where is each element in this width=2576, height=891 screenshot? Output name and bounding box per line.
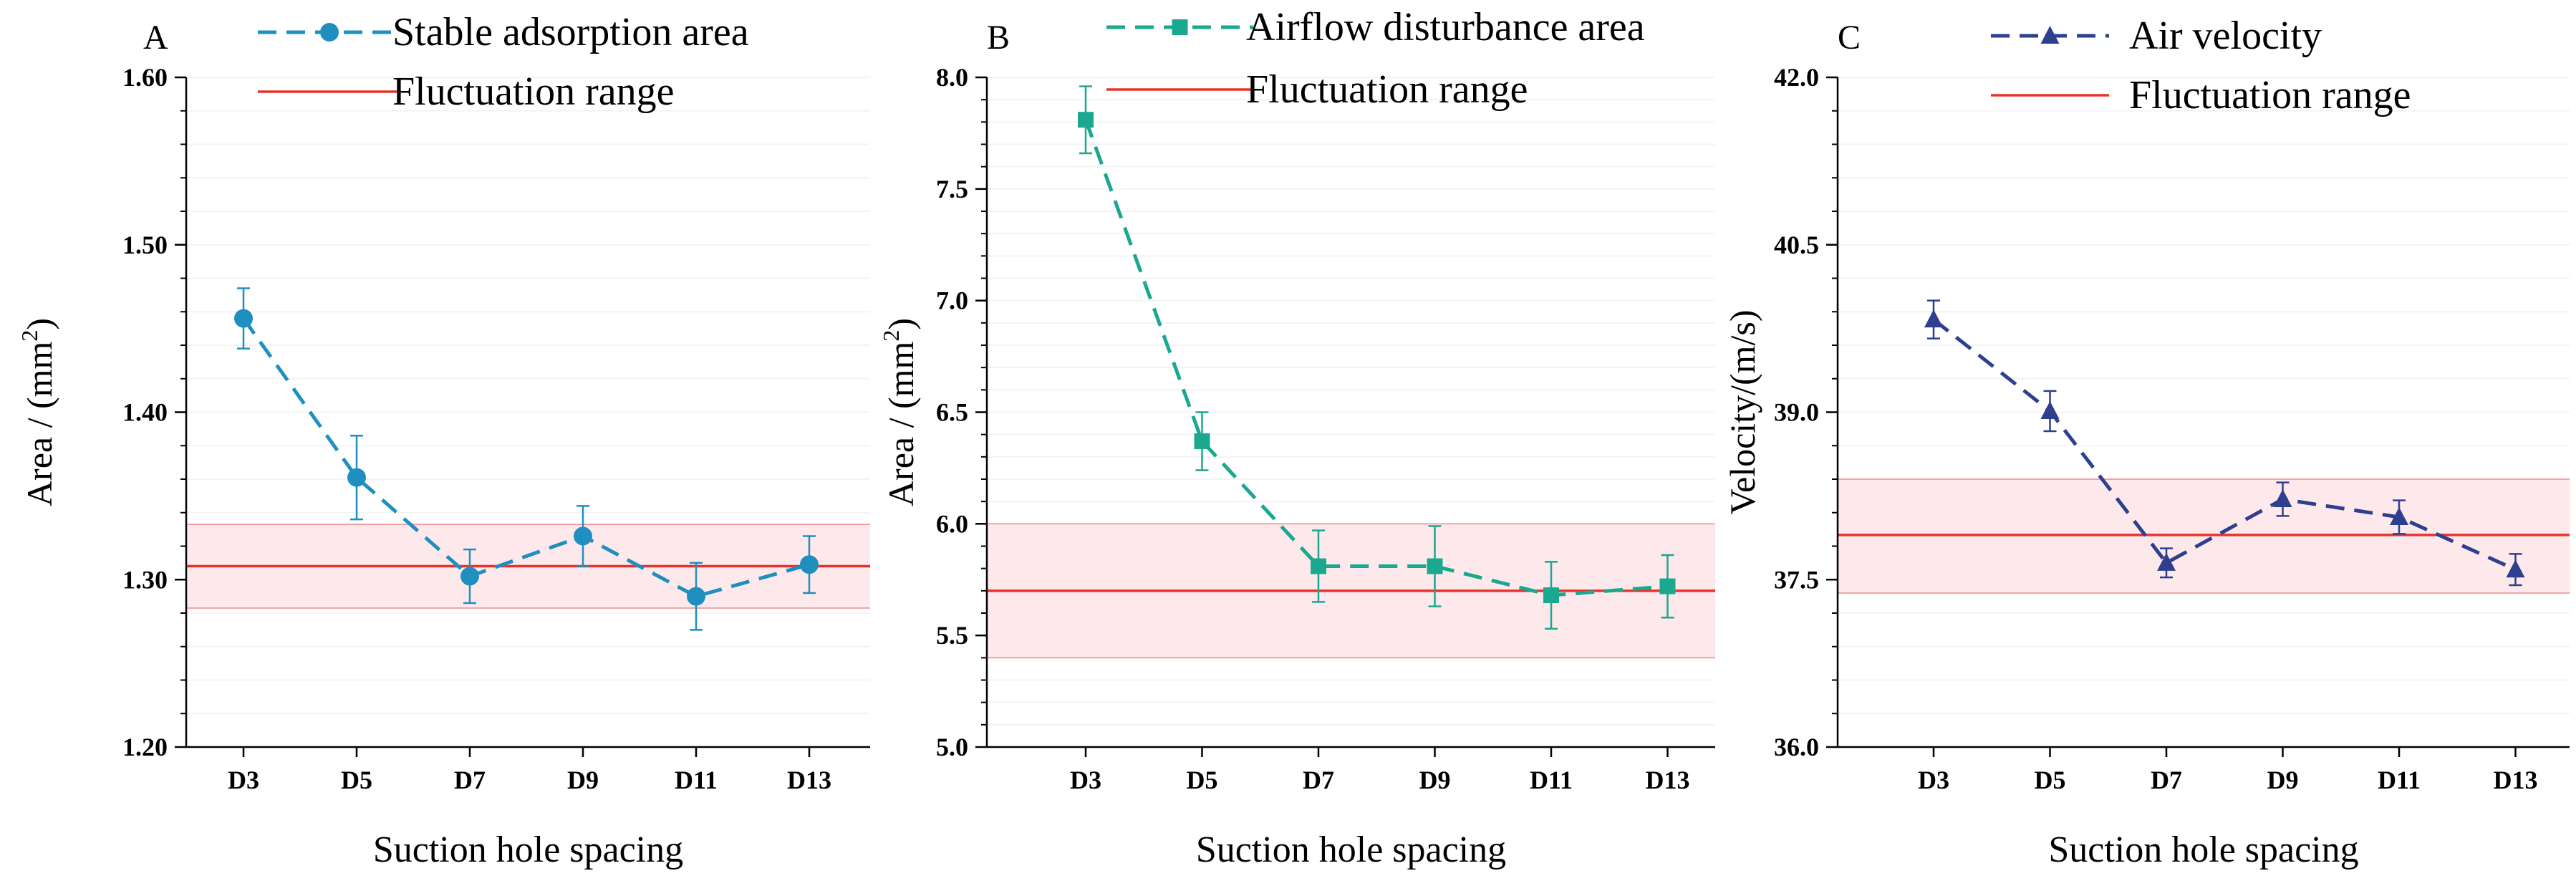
data-point (687, 587, 705, 606)
data-point (2506, 559, 2525, 578)
y-tick-label: 39.0 (1774, 398, 1819, 427)
panel-b: 5.0 5.5 6.0 6.5 7.0 7.5 8.0 D3 D5 D7 D9 D11 D13 Sucti… (878, 5, 1715, 870)
y-tick-label: 1.50 (122, 231, 168, 259)
x-tick-label: D5 (341, 766, 372, 794)
x-tick-label: D13 (1646, 766, 1690, 794)
x-tick-label: D5 (2035, 766, 2066, 794)
y-tick-label: 37.5 (1774, 565, 1819, 594)
data-point (1427, 558, 1443, 574)
data-point (2157, 552, 2176, 571)
y-tick-label: 36.0 (1774, 733, 1819, 761)
y-tick-label: 1.60 (122, 63, 168, 92)
series-line (1932, 318, 2517, 572)
legend-series-label: Air velocity (2129, 14, 2322, 58)
y-tick-label: 7.0 (936, 286, 968, 315)
panel-letter: B (987, 19, 1010, 57)
y-tick-label: 1.40 (122, 398, 168, 427)
panel-letter: C (1838, 19, 1861, 57)
legend-series-marker (1172, 19, 1188, 35)
x-tick-label: D3 (228, 766, 259, 794)
y-tick-label: 6.5 (936, 398, 968, 427)
legend-range-label: Fluctuation range (2129, 73, 2411, 117)
y-tick-label: 42.0 (1774, 63, 1819, 92)
panel-c: 36.0 37.5 39.0 40.5 42.0 D3 D5 D7 D9 D11 D13 Suctio… (1722, 14, 2570, 870)
x-tick-label: D3 (1070, 766, 1101, 794)
x-tick-label: D7 (2151, 766, 2182, 794)
y-tick-label: 6.0 (936, 509, 968, 538)
x-tick-label: D13 (2494, 766, 2538, 794)
x-tick-label: D9 (1419, 766, 1451, 794)
y-axis-title: Velocity/(m/s) (1722, 309, 1762, 514)
data-point (234, 309, 253, 328)
data-point (2390, 506, 2408, 525)
x-tick-label: D13 (787, 766, 831, 794)
legend-series-marker (320, 23, 339, 42)
x-tick-label: D7 (454, 766, 486, 794)
data-point (1924, 309, 1943, 328)
data-point (1194, 433, 1210, 450)
data-point (2273, 489, 2292, 508)
y-tick-label: 5.5 (936, 621, 968, 650)
series-line (241, 317, 810, 599)
x-tick-label: D3 (1918, 766, 1949, 794)
data-point (1659, 578, 1676, 594)
panel-a: 1.20 1.30 1.40 1.50 1.60 D3 D5 D7 D9 D11 D13 Suctio… (16, 10, 870, 870)
y-axis-title: Area / (mm2) (878, 318, 921, 506)
legend-range-label: Fluctuation range (392, 69, 674, 114)
data-point (1543, 587, 1559, 604)
y-tick-label: 7.5 (936, 175, 968, 203)
x-tick-label: D9 (2267, 766, 2299, 794)
data-point (1078, 112, 1094, 128)
data-point (460, 567, 479, 586)
y-tick-label: 5.0 (936, 733, 968, 761)
legend-series-marker (2040, 26, 2060, 44)
x-axis-title: Suction hole spacing (2048, 829, 2358, 870)
panel-letter: A (143, 19, 168, 57)
x-tick-label: D11 (2378, 766, 2421, 794)
data-point (1311, 558, 1326, 574)
y-tick-label: 1.30 (122, 565, 168, 594)
data-point (2040, 400, 2060, 419)
y-tick-label: 8.0 (936, 63, 968, 92)
data-point (800, 555, 819, 574)
data-point (347, 468, 366, 487)
legend-series-label: Airflow disturbance area (1246, 5, 1645, 49)
x-tick-label: D7 (1303, 766, 1334, 794)
x-axis-title: Suction hole spacing (1196, 829, 1506, 870)
y-tick-label: 40.5 (1774, 231, 1819, 259)
legend-series-label: Stable adsorption area (392, 10, 749, 54)
x-tick-label: D5 (1187, 766, 1218, 794)
x-tick-label: D11 (1530, 766, 1573, 794)
y-axis-title: Area / (mm2) (16, 318, 59, 506)
y-tick-label: 1.20 (122, 733, 168, 761)
x-tick-label: D11 (675, 766, 718, 794)
legend-range-label: Fluctuation range (1246, 67, 1528, 112)
x-axis-title: Suction hole spacing (373, 829, 683, 870)
data-point (574, 526, 592, 546)
x-tick-label: D9 (567, 766, 599, 794)
